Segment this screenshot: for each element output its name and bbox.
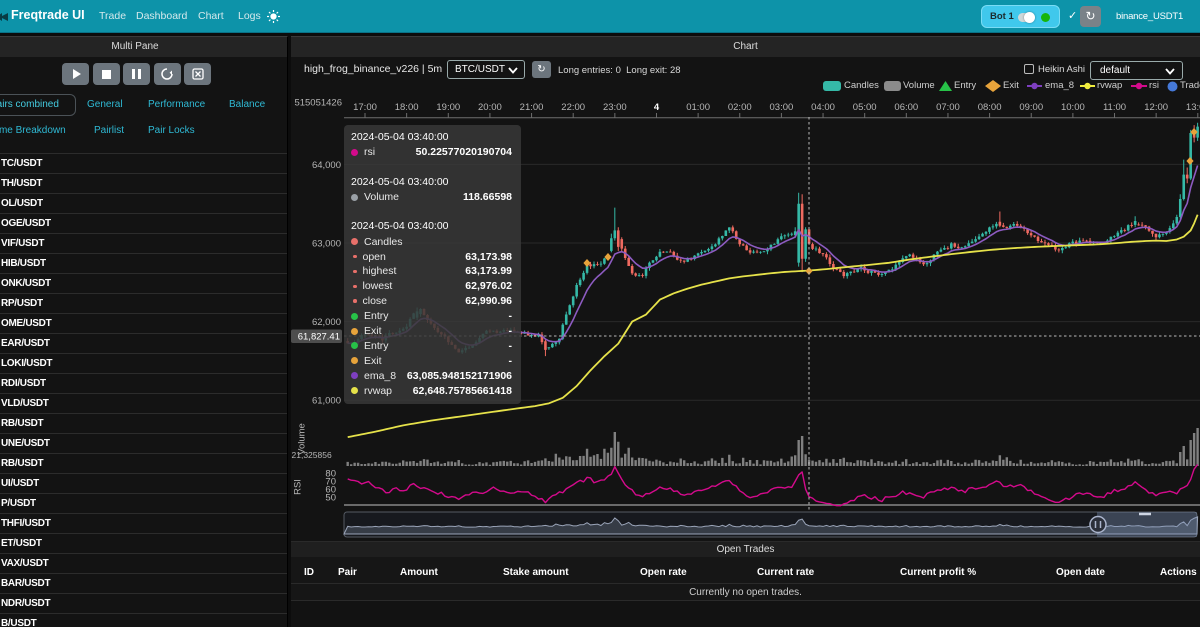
svg-text:61,000: 61,000 bbox=[312, 396, 341, 407]
svg-text:02:00: 02:00 bbox=[728, 102, 752, 113]
svg-text:21:00: 21:00 bbox=[520, 102, 544, 113]
svg-text:04:00: 04:00 bbox=[811, 102, 835, 113]
svg-text:12:00: 12:00 bbox=[1144, 102, 1168, 113]
svg-text:07:00: 07:00 bbox=[936, 102, 960, 113]
svg-text:80: 80 bbox=[325, 469, 336, 480]
svg-text:22:00: 22:00 bbox=[561, 102, 585, 113]
svg-text:Volume: Volume bbox=[297, 423, 308, 455]
svg-text:06:00: 06:00 bbox=[894, 102, 918, 113]
svg-text:60: 60 bbox=[325, 484, 336, 495]
svg-text:4: 4 bbox=[654, 102, 660, 113]
svg-text:18:00: 18:00 bbox=[395, 102, 419, 113]
svg-text:23:00: 23:00 bbox=[603, 102, 627, 113]
svg-text:11:00: 11:00 bbox=[1103, 102, 1126, 113]
svg-text:64,000: 64,000 bbox=[312, 160, 341, 171]
svg-text:62,000: 62,000 bbox=[312, 317, 341, 328]
svg-text:10:00: 10:00 bbox=[1061, 102, 1085, 113]
svg-text:20:00: 20:00 bbox=[478, 102, 502, 113]
svg-text:63,000: 63,000 bbox=[312, 239, 341, 250]
svg-text:21,325856: 21,325856 bbox=[292, 450, 332, 460]
svg-text:515051426: 515051426 bbox=[294, 98, 342, 109]
svg-text:61,827.41: 61,827.41 bbox=[298, 332, 340, 343]
svg-text:01:00: 01:00 bbox=[686, 102, 710, 113]
svg-text:03:00: 03:00 bbox=[770, 102, 794, 113]
svg-text:19:00: 19:00 bbox=[436, 102, 460, 113]
svg-text:08:00: 08:00 bbox=[978, 102, 1002, 113]
svg-text:13:00: 13:00 bbox=[1186, 102, 1200, 113]
svg-text:50: 50 bbox=[325, 492, 336, 503]
svg-text:09:00: 09:00 bbox=[1019, 102, 1043, 113]
svg-text:17:00: 17:00 bbox=[353, 102, 377, 113]
svg-text:05:00: 05:00 bbox=[853, 102, 877, 113]
svg-text:70: 70 bbox=[325, 477, 336, 488]
svg-text:RSI: RSI bbox=[293, 479, 304, 495]
